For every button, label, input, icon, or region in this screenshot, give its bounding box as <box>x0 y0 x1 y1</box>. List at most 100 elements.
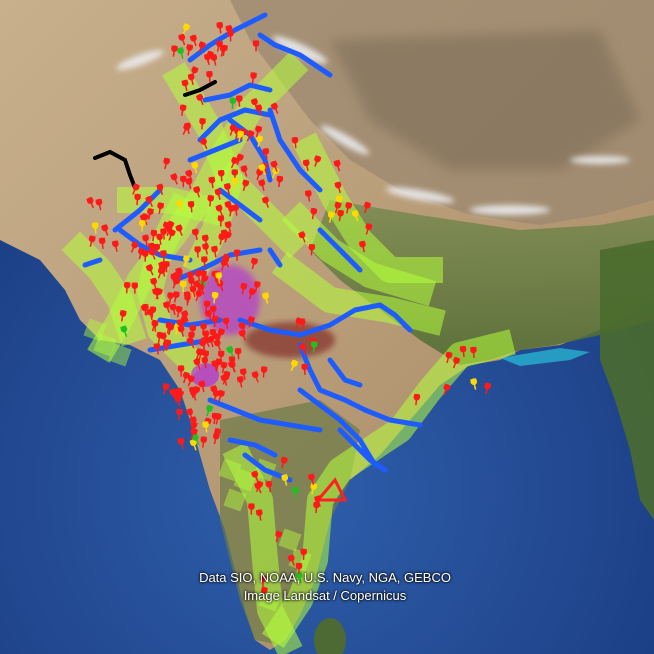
location-pin-icon[interactable] <box>351 209 361 223</box>
location-pin-icon[interactable] <box>336 209 344 222</box>
location-pin-icon[interactable] <box>206 71 213 83</box>
location-pin-icon[interactable] <box>186 336 197 349</box>
location-pin-icon[interactable] <box>180 175 187 188</box>
location-pin-icon[interactable] <box>185 44 194 56</box>
location-pin-icon[interactable] <box>227 124 237 137</box>
location-pin-icon[interactable] <box>199 274 210 287</box>
location-pin-icon[interactable] <box>295 562 303 575</box>
location-pin-icon[interactable] <box>246 287 257 300</box>
location-pin-icon[interactable] <box>441 383 451 396</box>
location-pin-icon[interactable] <box>211 245 219 258</box>
location-pin-icon[interactable] <box>201 256 208 268</box>
location-pin-icon[interactable] <box>238 329 249 342</box>
location-pin-icon[interactable] <box>202 243 211 255</box>
location-pin-icon[interactable] <box>451 356 461 369</box>
location-pin-icon[interactable] <box>162 157 171 170</box>
location-pin-icon[interactable] <box>176 47 186 60</box>
location-pin-icon[interactable] <box>185 374 196 388</box>
location-pin-icon[interactable] <box>183 291 192 303</box>
location-pin-icon[interactable] <box>201 350 210 362</box>
location-pin-icon[interactable] <box>193 347 204 361</box>
location-pin-icon[interactable] <box>217 170 225 182</box>
location-pin-icon[interactable] <box>101 224 111 237</box>
location-pin-icon[interactable] <box>87 235 96 247</box>
location-pin-icon[interactable] <box>249 257 259 270</box>
location-pin-icon[interactable] <box>182 255 190 267</box>
location-pin-icon[interactable] <box>176 408 183 421</box>
location-pin-icon[interactable] <box>216 22 224 34</box>
location-pin-icon[interactable] <box>156 183 166 196</box>
location-pin-icon[interactable] <box>301 363 308 376</box>
location-pin-icon[interactable] <box>293 317 303 330</box>
location-pin-icon[interactable] <box>231 177 239 190</box>
location-pin-icon[interactable] <box>142 234 150 247</box>
location-pin-icon[interactable] <box>177 437 186 450</box>
pin-layer[interactable] <box>86 22 492 599</box>
location-pin-icon[interactable] <box>234 348 242 360</box>
location-pin-icon[interactable] <box>209 329 217 341</box>
location-pin-icon[interactable] <box>170 173 180 186</box>
location-pin-icon[interactable] <box>304 190 313 202</box>
location-pin-icon[interactable] <box>167 292 175 304</box>
location-pin-icon[interactable] <box>358 240 368 253</box>
location-pin-icon[interactable] <box>413 393 421 406</box>
location-pin-icon[interactable] <box>95 198 104 211</box>
location-pin-icon[interactable] <box>240 165 250 178</box>
location-pin-icon[interactable] <box>255 509 264 521</box>
location-pin-icon[interactable] <box>163 339 172 351</box>
location-pin-icon[interactable] <box>334 181 343 194</box>
location-pin-icon[interactable] <box>276 175 284 188</box>
location-pin-icon[interactable] <box>199 137 210 150</box>
location-pin-icon[interactable] <box>164 224 173 237</box>
location-pin-icon[interactable] <box>298 231 308 244</box>
location-pin-icon[interactable] <box>142 250 149 262</box>
location-pin-icon[interactable] <box>208 176 216 189</box>
location-pin-icon[interactable] <box>229 156 239 169</box>
location-pin-icon[interactable] <box>176 319 184 331</box>
location-pin-icon[interactable] <box>120 325 130 338</box>
location-pin-icon[interactable] <box>203 53 213 66</box>
location-pin-icon[interactable] <box>169 303 178 316</box>
location-pin-icon[interactable] <box>240 179 250 192</box>
location-pin-icon[interactable] <box>148 242 156 255</box>
location-pin-icon[interactable] <box>298 343 308 356</box>
location-pin-icon[interactable] <box>170 277 181 290</box>
location-pin-icon[interactable] <box>227 360 238 373</box>
location-pin-icon[interactable] <box>211 315 219 328</box>
location-pin-icon[interactable] <box>231 169 239 181</box>
location-pin-icon[interactable] <box>314 495 324 508</box>
location-pin-icon[interactable] <box>288 359 299 372</box>
location-pin-icon[interactable] <box>156 202 165 214</box>
location-pin-icon[interactable] <box>191 161 200 174</box>
location-pin-icon[interactable] <box>151 320 159 332</box>
location-pin-icon[interactable] <box>185 177 194 190</box>
location-pin-icon[interactable] <box>200 436 208 448</box>
location-pin-icon[interactable] <box>214 40 224 53</box>
location-pin-icon[interactable] <box>222 317 230 330</box>
location-pin-icon[interactable] <box>189 416 198 429</box>
location-pin-icon[interactable] <box>195 93 206 106</box>
location-pin-icon[interactable] <box>198 380 207 393</box>
location-pin-icon[interactable] <box>189 324 197 337</box>
location-pin-icon[interactable] <box>151 287 162 300</box>
location-pin-icon[interactable] <box>201 356 209 369</box>
location-pin-icon[interactable] <box>262 292 271 305</box>
location-pin-icon[interactable] <box>239 282 248 295</box>
location-pin-icon[interactable] <box>175 224 185 237</box>
location-pin-icon[interactable] <box>145 195 156 208</box>
location-pin-icon[interactable] <box>470 346 477 359</box>
location-pin-icon[interactable] <box>232 204 240 216</box>
location-pin-icon[interactable] <box>259 586 268 599</box>
location-pin-icon[interactable] <box>216 328 225 341</box>
location-pin-icon[interactable] <box>140 304 150 317</box>
location-pin-icon[interactable] <box>258 179 267 192</box>
location-pin-icon[interactable] <box>255 135 263 147</box>
location-pin-icon[interactable] <box>204 404 214 417</box>
location-pin-icon[interactable] <box>254 168 264 181</box>
location-pin-icon[interactable] <box>211 432 220 445</box>
location-pin-icon[interactable] <box>146 208 155 220</box>
location-pin-icon[interactable] <box>118 310 127 322</box>
location-pin-icon[interactable] <box>344 201 353 215</box>
location-pin-icon[interactable] <box>307 473 316 486</box>
location-pin-icon[interactable] <box>259 575 267 587</box>
